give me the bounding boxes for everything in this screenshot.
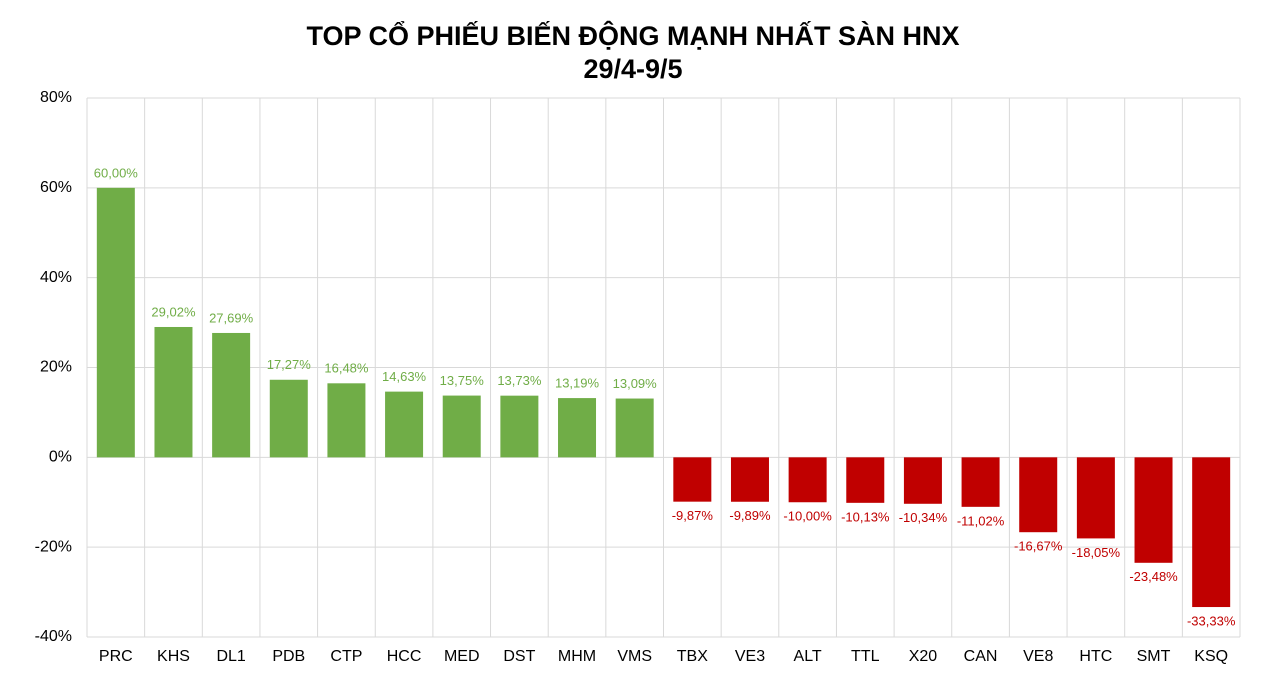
bar [269, 379, 308, 458]
x-tick-label: CAN [964, 648, 998, 665]
value-label: -9,87% [672, 508, 714, 523]
value-label: 13,73% [497, 373, 542, 388]
bar [1076, 457, 1115, 539]
y-tick-label: 80% [40, 89, 72, 106]
value-label: -16,67% [1014, 539, 1063, 554]
bar [96, 187, 135, 458]
bar [1192, 457, 1231, 608]
value-label: 27,69% [209, 310, 254, 325]
value-label: -23,48% [1129, 569, 1178, 584]
value-label: -10,34% [899, 510, 948, 525]
x-tick-label: KHS [157, 648, 190, 665]
value-label: 14,63% [382, 369, 427, 384]
chart-subtitle: 29/4-9/5 [583, 54, 682, 84]
value-label: -33,33% [1187, 613, 1236, 628]
bar [442, 395, 481, 458]
x-tick-label: VE8 [1023, 648, 1053, 665]
x-tick-label: CTP [330, 648, 362, 665]
bar [903, 457, 942, 504]
bar [615, 398, 654, 458]
x-tick-label: VE3 [735, 648, 765, 665]
value-label: 17,27% [267, 357, 312, 372]
bar [327, 383, 366, 458]
x-tick-label: TTL [851, 648, 880, 665]
x-tick-label: PRC [99, 648, 133, 665]
bar [788, 457, 827, 503]
value-label: 13,19% [555, 376, 600, 391]
value-label: -10,13% [841, 509, 890, 524]
bar [730, 457, 769, 502]
x-tick-label: KSQ [1194, 648, 1228, 665]
x-tick-label: MHM [558, 648, 596, 665]
x-tick-label: ALT [794, 648, 822, 665]
x-tick-label: HTC [1079, 648, 1112, 665]
bar [1019, 457, 1058, 533]
bar [1134, 457, 1173, 563]
bar [154, 326, 193, 458]
bar [961, 457, 1000, 507]
y-tick-label: -40% [35, 628, 72, 645]
value-label: -11,02% [957, 513, 1005, 528]
y-tick-label: 60% [40, 179, 72, 196]
y-tick-label: -20% [35, 538, 72, 555]
y-tick-label: 40% [40, 269, 72, 286]
value-label: 13,75% [440, 373, 485, 388]
value-label: 13,09% [613, 376, 658, 391]
x-tick-label: HCC [387, 648, 422, 665]
value-label: 60,00% [94, 165, 139, 180]
x-tick-label: MED [444, 648, 480, 665]
bar [500, 395, 539, 458]
x-tick-label: VMS [617, 648, 652, 665]
bar [673, 457, 712, 502]
value-label: 16,48% [324, 361, 369, 376]
y-tick-label: 20% [40, 359, 72, 376]
bar [846, 457, 885, 503]
bar [385, 391, 424, 458]
bar [558, 398, 597, 458]
y-tick-label: 0% [49, 449, 72, 466]
x-tick-label: TBX [677, 648, 708, 665]
x-tick-label: DST [503, 648, 535, 665]
value-label: -9,89% [729, 508, 771, 523]
x-tick-label: X20 [909, 648, 938, 665]
x-tick-label: PDB [272, 648, 305, 665]
value-label: -18,05% [1072, 545, 1121, 560]
chart-title: TOP CỔ PHIẾU BIẾN ĐỘNG MẠNH NHẤT SÀN HNX [306, 20, 959, 51]
value-label: -10,00% [783, 509, 832, 524]
x-tick-label: SMT [1137, 648, 1171, 665]
value-label: 29,02% [151, 304, 196, 319]
x-tick-label: DL1 [216, 648, 245, 665]
bar [212, 332, 251, 458]
